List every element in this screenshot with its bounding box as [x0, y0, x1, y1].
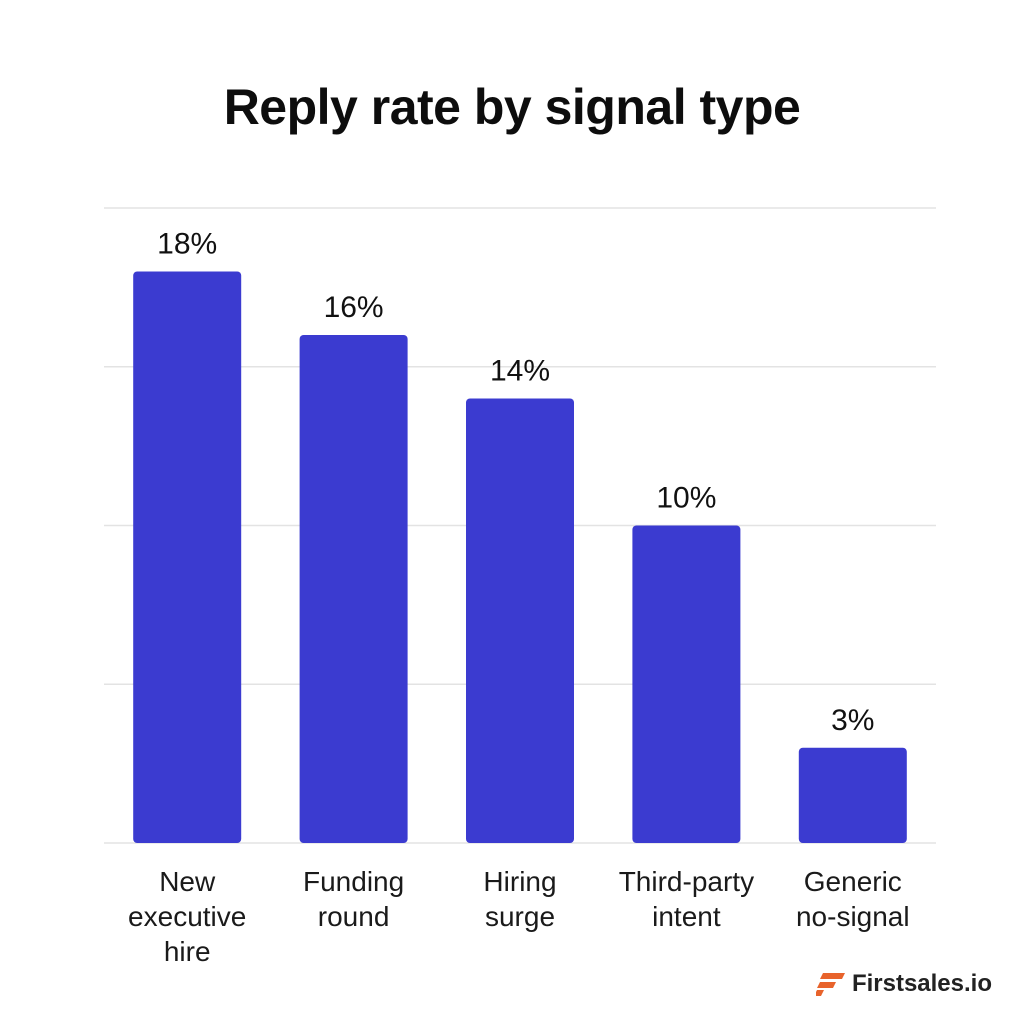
- brand-name: Firstsales.io: [851, 970, 992, 997]
- category-label-line: Hiring: [483, 866, 556, 897]
- bar-value-label: 3%: [831, 704, 874, 737]
- category-label-line: Third-party: [619, 866, 754, 897]
- category-label-line: surge: [485, 901, 555, 932]
- bar-value-label: 14%: [490, 355, 550, 388]
- bar: [798, 747, 907, 843]
- category-label-line: hire: [164, 936, 211, 967]
- category-label-line: round: [318, 901, 390, 932]
- label-layer: 18% 16% 14% 10% 3%: [157, 228, 874, 737]
- category-label-line: no-signal: [796, 901, 910, 932]
- category-label-line: executive: [128, 901, 246, 932]
- category-label-line: intent: [652, 901, 721, 932]
- category-label-layer: New executive hire Funding round Hiring surge T…: [128, 866, 910, 967]
- category-label: Hiring surge: [483, 866, 556, 932]
- brand-logo: Firstsales.io: [815, 970, 992, 998]
- category-label-line: Funding: [303, 866, 404, 897]
- category-label: Third-party intent: [619, 866, 754, 932]
- category-label-line: New: [159, 866, 216, 897]
- chart-title: Reply rate by signal type: [223, 79, 801, 135]
- category-label-line: Generic: [804, 866, 902, 897]
- bar-value-label: 16%: [324, 291, 384, 324]
- bar-value-label: 10%: [656, 482, 716, 515]
- bar: [466, 398, 574, 843]
- category-label: Funding round: [303, 866, 404, 932]
- bar: [299, 335, 408, 843]
- bar: [133, 271, 242, 843]
- firstsales-logo-icon: [815, 973, 845, 996]
- category-label: New executive hire: [128, 866, 246, 967]
- category-label: Generic no-signal: [796, 866, 910, 932]
- bar-value-label: 18%: [157, 228, 217, 261]
- bar: [632, 525, 741, 843]
- bar-layer: [133, 271, 907, 843]
